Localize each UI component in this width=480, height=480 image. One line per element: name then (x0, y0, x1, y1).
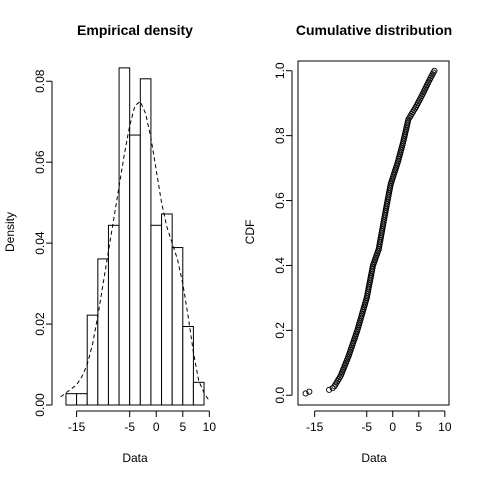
histogram-bar (65, 393, 78, 406)
cdf-panel: Cumulative distribution Data CDF -15 -5 0 5… (243, 22, 452, 465)
cdf-chart-title: Cumulative distribution (296, 22, 452, 38)
histogram-bar (86, 314, 99, 406)
density-x-tick-label: 0 (153, 420, 160, 434)
density-y-tick-label: 0.04 (33, 231, 47, 255)
density-x-axis-label: Data (122, 451, 148, 465)
density-y-tick-label: 0.08 (33, 69, 47, 93)
cdf-plot-frame (297, 60, 450, 406)
cdf-axes: -15 -5 0 5 10 0.0 0.2 0.4 0.6 0.8 1.0 (273, 62, 452, 434)
density-x-tick-label: 10 (203, 420, 217, 434)
density-y-axis-label: Density (3, 212, 17, 252)
cdf-points (302, 67, 438, 397)
density-y-tick-label: 0.02 (33, 312, 47, 336)
density-curve (60, 100, 210, 402)
cdf-x-tick-label: 10 (438, 420, 452, 434)
histogram-bar (150, 224, 163, 406)
cdf-x-tick-label: 5 (415, 420, 422, 434)
density-y-tick-label: 0.06 (33, 150, 47, 174)
histogram-bar (107, 224, 120, 406)
histogram-bar (161, 213, 173, 406)
cdf-y-tick-label: 0.0 (273, 387, 287, 404)
density-x-tick-label: -15 (68, 420, 86, 434)
cdf-point (302, 390, 309, 397)
cdf-y-axis-label: CDF (243, 220, 257, 245)
histogram-bars (65, 67, 205, 406)
cdf-y-tick-label: 1.0 (273, 62, 287, 79)
density-y-tick-label: 0.00 (33, 393, 47, 417)
cdf-y-tick-label: 0.6 (273, 192, 287, 209)
cdf-x-tick-label: 0 (389, 420, 396, 434)
histogram-bar (171, 247, 184, 406)
density-x-tick-label: -5 (124, 420, 135, 434)
cdf-y-tick-label: 0.8 (273, 127, 287, 144)
density-x-tick-label: 5 (179, 420, 186, 434)
histogram-bar (118, 67, 131, 406)
histogram-bar (139, 78, 152, 406)
histogram-bar (76, 393, 88, 406)
histogram-bar (129, 134, 141, 406)
cdf-point (306, 388, 313, 395)
histogram-bar (192, 381, 205, 406)
density-chart-title: Empirical density (77, 22, 193, 38)
cdf-x-axis-label: Data (361, 451, 387, 465)
cdf-y-tick-label: 0.2 (273, 322, 287, 339)
histogram-bar (182, 325, 194, 406)
cdf-x-tick-label: -5 (361, 420, 372, 434)
cdf-y-tick-label: 0.4 (273, 257, 287, 274)
density-axes: -15 -5 0 5 10 0.00 0.02 0.04 0.06 0.08 (33, 69, 216, 434)
cdf-x-tick-label: -15 (306, 420, 324, 434)
density-panel: Empirical density Data Density -15 -5 0 5 10… (3, 22, 216, 465)
cdf-point (326, 386, 333, 393)
cdf-point (431, 67, 438, 74)
